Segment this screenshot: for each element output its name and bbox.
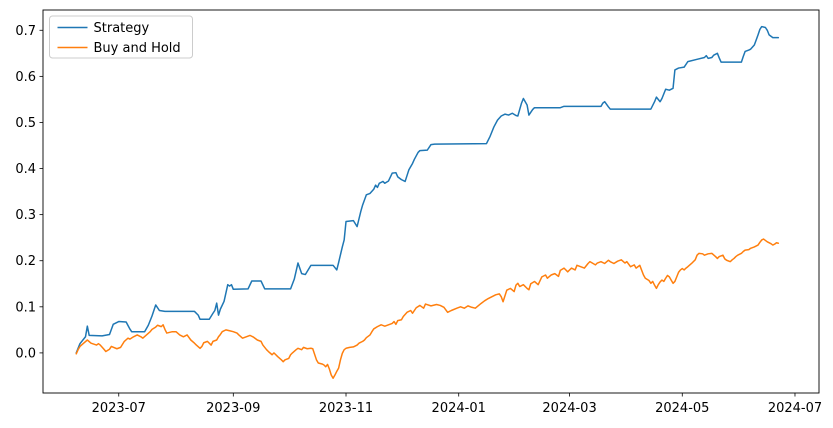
- y-tick-label: 0.3: [15, 208, 36, 223]
- x-tick-label: 2023-09: [206, 401, 260, 416]
- legend-label: Buy and Hold: [94, 41, 181, 56]
- y-tick-label: 0.0: [15, 346, 36, 361]
- legend-label: Strategy: [94, 21, 150, 36]
- y-tick-label: 0.2: [15, 254, 36, 269]
- strategy-line: [75, 25, 780, 354]
- y-tick-label: 0.5: [15, 116, 36, 131]
- y-tick-label: 0.4: [15, 162, 36, 177]
- y-tick-label: 0.7: [15, 24, 36, 39]
- x-tick-label: 2024-03: [542, 401, 596, 416]
- x-tick-label: 2023-07: [92, 401, 146, 416]
- x-tick-label: 2024-07: [768, 401, 822, 416]
- y-tick-label: 0.1: [15, 300, 36, 315]
- x-tick-label: 2023-11: [319, 401, 373, 416]
- x-tick-label: 2024-01: [432, 401, 486, 416]
- plot-frame: [42, 9, 820, 394]
- y-tick-label: 0.6: [15, 70, 36, 85]
- buy-and-hold-line: [75, 238, 780, 379]
- x-tick-label: 2024-05: [655, 401, 709, 416]
